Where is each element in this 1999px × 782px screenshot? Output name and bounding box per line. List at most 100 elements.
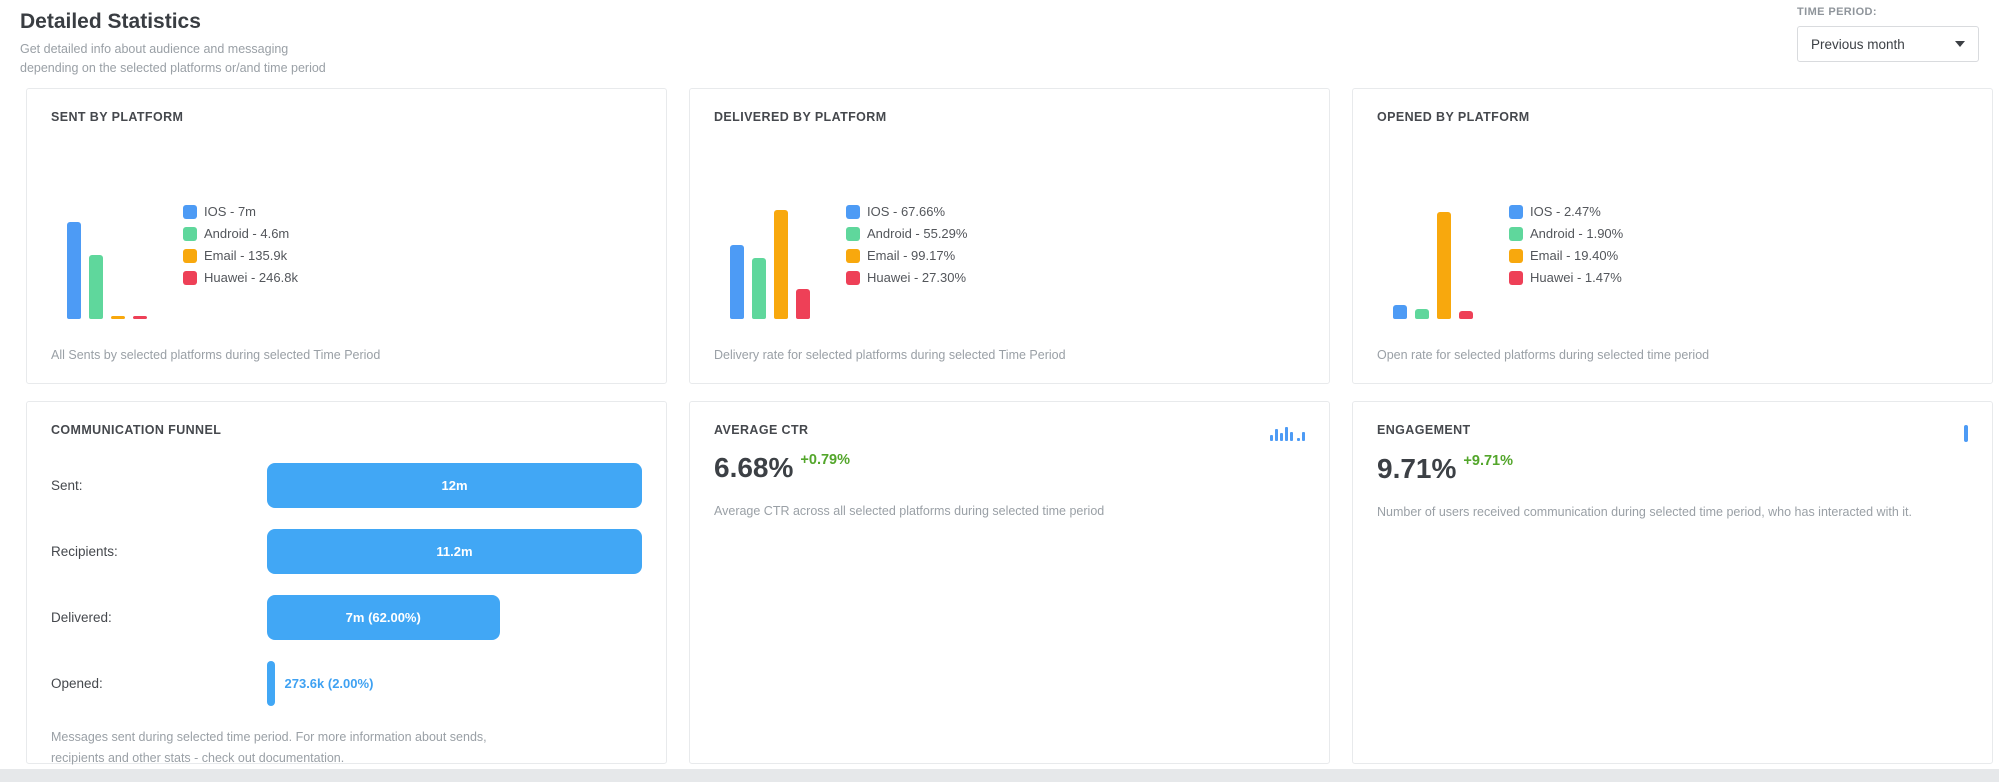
legend-item: IOS - 2.47% [1509,204,1623,219]
bar-huawei [796,289,810,319]
delivered-by-platform-card: DELIVERED BY PLATFORM IOS - 67.66% Androi… [689,88,1330,384]
funnel-rows: Sent: 12m Recipients: 11.2m Delivered: 7m (62… [51,463,642,727]
legend-label: Email - 19.40% [1530,248,1619,263]
legend-label: IOS - 2.47% [1530,204,1601,219]
communication-funnel-card: COMMUNICATION FUNNEL Sent: 12m Recipients:… [26,401,667,765]
average-ctr-card: AVERAGE CTR 6.68% +0.79% Average CTR acr… [689,401,1330,764]
funnel-value-label: 273.6k (2.00%) [284,676,374,691]
funnel-bar-zone: 11.2m [267,529,642,574]
chevron-down-icon [1955,41,1965,47]
average-ctr-value: 6.68% [714,452,794,483]
legend-item: Email - 99.17% [846,248,967,263]
kpi-description: Number of users received communication d… [1377,505,1912,519]
legend-swatch [183,226,197,241]
bar-android [752,258,766,319]
card-title: COMMUNICATION FUNNEL [51,423,222,437]
legend-swatch [846,248,860,263]
funnel-bar-zone: 273.6k (2.00%) [267,661,642,706]
legend-swatch [846,270,860,285]
page-bottom-strip [0,769,1999,782]
bar-email [1437,212,1451,319]
funnel-footer-text: Messages sent during selected time perio… [51,730,487,765]
legend-item: Huawei - 27.30% [846,270,967,285]
single-bar-icon [1964,425,1968,442]
legend-label: Huawei - 27.30% [867,270,966,285]
funnel-bar [267,661,275,706]
time-period-label: TIME PERIOD: [1797,6,1877,18]
legend-swatch [183,270,197,285]
legend-swatch [1509,204,1523,219]
page-header: Detailed Statistics Get detailed info ab… [20,0,1993,88]
sent-legend: IOS - 7m Android - 4.6m Email - 135.9k Huaw… [183,204,298,319]
delivered-chart: IOS - 67.66% Android - 55.29% Email - 99.1… [714,148,1305,319]
funnel-row-label: Sent: [51,478,83,493]
opened-legend: IOS - 2.47% Android - 1.90% Email - 19.40%… [1509,204,1623,319]
legend-swatch [183,204,197,219]
card-footer-text: All Sents by selected platforms during s… [51,348,381,363]
legend-item: Email - 19.40% [1509,248,1623,263]
legend-swatch [846,204,860,219]
engagement-value: 9.71% [1377,453,1457,484]
legend-label: Android - 1.90% [1530,226,1624,241]
opened-bars [1393,148,1473,319]
legend-item: Android - 55.29% [846,226,967,241]
delivered-legend: IOS - 67.66% Android - 55.29% Email - 99.1… [846,204,967,319]
funnel-bar-zone: 7m (62.00%) [267,595,642,640]
engagement-card: ENGAGEMENT 9.71% +9.71% Number of users … [1352,401,1993,764]
legend-label: Email - 135.9k [204,248,288,263]
kpi-value-row: 6.68% +0.79% [714,452,1305,483]
funnel-bar-zone: 12m [267,463,642,508]
mini-bar-chart-icon [1270,425,1305,441]
opened-chart: IOS - 2.47% Android - 1.90% Email - 19.40%… [1377,148,1968,319]
bar-android [1415,309,1429,319]
bar-ios [730,245,744,319]
funnel-bar: 12m [267,463,642,508]
opened-by-platform-card: OPENED BY PLATFORM IOS - 2.47% Android - … [1352,88,1993,384]
funnel-row-delivered: Delivered: 7m (62.00%) [51,595,642,640]
page-subtitle: Get detailed info about audience and mes… [20,40,326,79]
legend-label: Email - 99.17% [867,248,956,263]
card-title: OPENED BY PLATFORM [1377,110,1530,124]
legend-label: IOS - 67.66% [867,204,946,219]
kpi-header: ENGAGEMENT [1377,423,1968,442]
bar-email [774,210,788,319]
time-period-select[interactable]: Previous month [1797,26,1979,62]
legend-item: IOS - 7m [183,204,298,219]
kpi-description: Average CTR across all selected platform… [714,504,1105,518]
legend-item: Huawei - 246.8k [183,270,298,285]
sent-by-platform-card: SENT BY PLATFORM IOS - 7m Android - 4.6m E… [26,88,667,384]
header-text-block: Detailed Statistics Get detailed info ab… [20,6,326,79]
bar-android [89,255,103,319]
bar-huawei [1459,311,1473,319]
kpi-value-row: 9.71% +9.71% [1377,453,1968,484]
card-title: ENGAGEMENT [1377,423,1471,437]
legend-item: Android - 4.6m [183,226,298,241]
average-ctr-delta: +0.79% [800,452,850,468]
legend-item: Huawei - 1.47% [1509,270,1623,285]
page-subtitle-line1: Get detailed info about audience and mes… [20,42,289,56]
bar-huawei [133,316,147,319]
legend-swatch [1509,248,1523,263]
legend-swatch [183,248,197,263]
funnel-bar: 7m (62.00%) [267,595,500,640]
sent-chart: IOS - 7m Android - 4.6m Email - 135.9k Huaw… [51,148,642,319]
card-title: SENT BY PLATFORM [51,110,184,124]
sent-bars [67,148,147,319]
funnel-row-recipients: Recipients: 11.2m [51,529,642,574]
time-period-value: Previous month [1811,36,1905,52]
funnel-row-label: Recipients: [51,544,118,559]
funnel-row-sent: Sent: 12m [51,463,642,508]
bar-ios [1393,305,1407,319]
bar-ios [67,222,81,319]
legend-label: Huawei - 1.47% [1530,270,1622,285]
bar-email [111,316,125,319]
legend-label: Android - 55.29% [867,226,968,241]
legend-item: Email - 135.9k [183,248,298,263]
time-period-block: TIME PERIOD: Previous month [1797,6,1979,62]
legend-swatch [1509,270,1523,285]
platform-charts-row: SENT BY PLATFORM IOS - 7m Android - 4.6m E… [26,88,1993,384]
legend-swatch [846,226,860,241]
card-title: AVERAGE CTR [714,423,809,437]
legend-swatch [1509,226,1523,241]
